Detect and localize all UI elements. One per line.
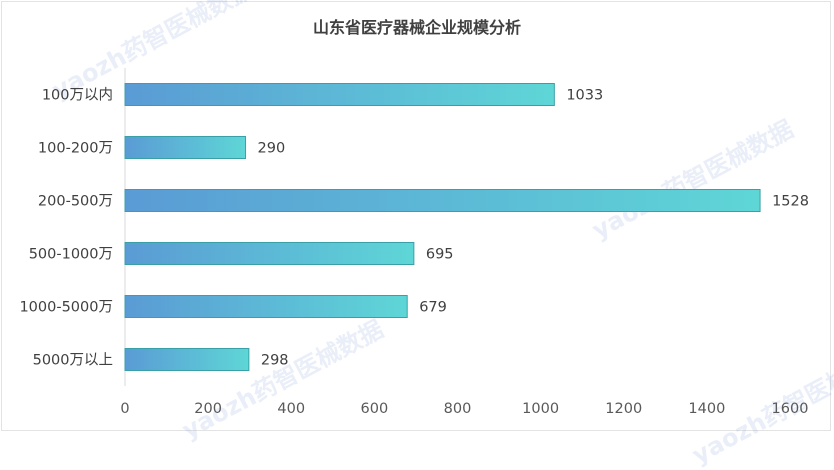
chart-title: 山东省医疗器械企业规模分析 <box>312 18 521 37</box>
category-label: 200-500万 <box>38 194 113 210</box>
category-label: 100-200万 <box>38 141 113 157</box>
x-tick-label: 800 <box>444 401 472 417</box>
category-label: 1000-5000万 <box>19 300 113 316</box>
x-tick-label: 1600 <box>772 401 809 417</box>
data-label: 1528 <box>772 194 809 210</box>
x-tick-label: 1000 <box>522 401 559 417</box>
category-label: 5000万以上 <box>33 352 113 369</box>
x-tick-label: 600 <box>361 401 389 417</box>
bar <box>124 295 408 318</box>
bar <box>124 83 555 106</box>
data-label: 1033 <box>566 88 603 104</box>
category-label: 500-1000万 <box>29 247 113 263</box>
category-label: 100万以内 <box>42 87 113 104</box>
data-label: 695 <box>426 247 454 263</box>
chart-frame <box>1 1 831 431</box>
x-tick-label: 200 <box>194 401 222 417</box>
x-tick-label: 0 <box>120 401 129 417</box>
data-label: 290 <box>258 141 286 157</box>
data-label: 679 <box>419 300 447 316</box>
bar-chart: 100万以内 1033 100-200万 290 200-500万 1528 500-100… <box>19 68 809 417</box>
x-tick-label: 1200 <box>605 401 642 417</box>
x-tick-label: 1400 <box>688 401 725 417</box>
bar <box>124 136 247 159</box>
data-label: 298 <box>261 353 289 369</box>
bar <box>124 189 761 212</box>
x-tick-label: 400 <box>277 401 305 417</box>
bar <box>124 348 250 371</box>
bar <box>124 242 415 265</box>
